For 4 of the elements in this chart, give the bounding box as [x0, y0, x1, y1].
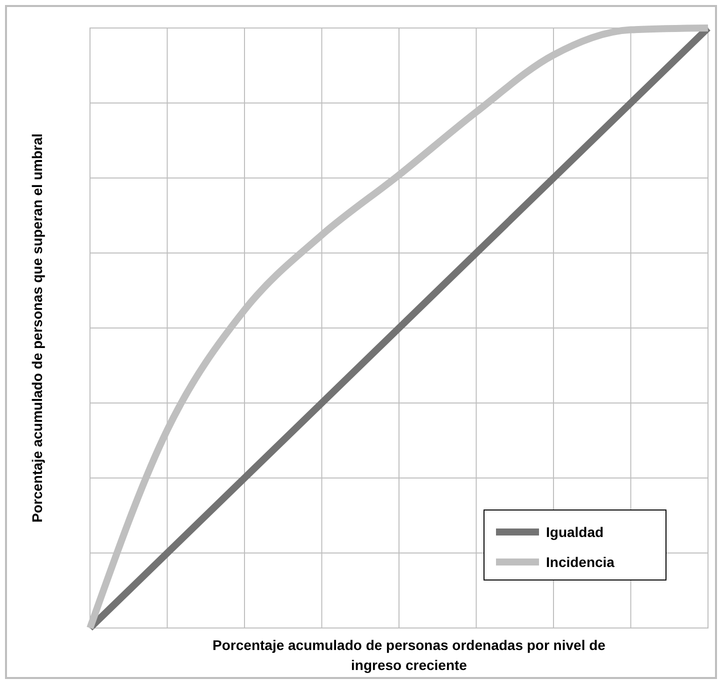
legend-label: Igualdad — [546, 524, 604, 540]
legend-label: Incidencia — [546, 554, 615, 570]
y-axis-title: Porcentaje acumulado de personas que superan el umbral — [29, 133, 45, 523]
x-axis-title: Porcentaje acumulado de personas ordenadas por nivel de ingreso creciente — [212, 637, 606, 673]
